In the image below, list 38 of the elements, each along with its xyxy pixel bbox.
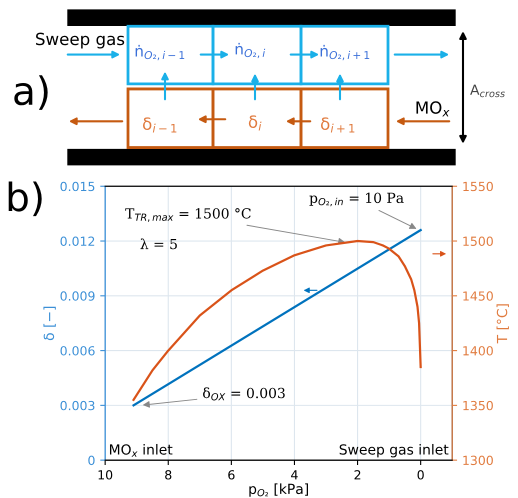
chart-title: b) bbox=[8, 181, 42, 216]
annotation: p$_{O₂,in}$ = 10 Pa bbox=[309, 192, 404, 206]
annotation: MO$_{x}$ inlet bbox=[110, 444, 172, 457]
y2-tick-label: 1400 bbox=[463, 346, 493, 356]
x-axis-title: p$_{O₂}$ [kPa] bbox=[249, 483, 308, 497]
x-tick-label: 0 bbox=[418, 470, 424, 480]
y2-tick-label: 1300 bbox=[463, 456, 493, 466]
y2-axis-title: T [°C] bbox=[496, 304, 509, 344]
text: δ$_{i}$ bbox=[248, 115, 262, 130]
x-tick-label: 8 bbox=[165, 470, 172, 480]
y-axis-title: δ [−] bbox=[43, 306, 56, 340]
x-tick-label: 10 bbox=[98, 470, 112, 480]
y-tick-label: 0.012 bbox=[60, 236, 94, 246]
text: ṅ$_{O₂,i−1}$ bbox=[136, 44, 184, 60]
y-tick-label: 0.015 bbox=[60, 182, 94, 192]
annotation: δ$_{OX}$ = 0.003 bbox=[203, 387, 285, 400]
y-tick-label: 0.006 bbox=[60, 346, 95, 356]
y2-tick-label: 1450 bbox=[463, 291, 493, 301]
annotation: Sweep gas inlet bbox=[340, 444, 448, 458]
text: Sweep gas bbox=[36, 32, 124, 48]
y2-tick-label: 1500 bbox=[463, 236, 493, 246]
text: ṅ$_{O₂,i}$ bbox=[236, 42, 266, 58]
x-tick-label: 2 bbox=[354, 470, 360, 480]
annotation: λ = 5 bbox=[140, 238, 177, 250]
text: δ$_{i+1}$ bbox=[321, 117, 354, 133]
y-tick-label: 0.009 bbox=[60, 291, 95, 301]
text: a) bbox=[14, 75, 48, 110]
text: δ$_{i−1}$ bbox=[143, 117, 176, 133]
y-tick-label: 0.003 bbox=[60, 400, 94, 410]
annotation: T$_{TR,max}$ = 1500 °C bbox=[125, 208, 251, 222]
y2-tick-label: 1550 bbox=[463, 182, 493, 192]
text: A$_{cross}$ bbox=[470, 84, 505, 98]
text: MO$_{x}$ bbox=[416, 101, 450, 116]
y2-tick-label: 1350 bbox=[463, 400, 493, 410]
y-tick-label: 0 bbox=[88, 456, 95, 466]
text: ṅ$_{O₂,i+1}$ bbox=[320, 44, 370, 60]
x-tick-label: 6 bbox=[228, 470, 235, 480]
x-tick-label: 4 bbox=[291, 470, 298, 480]
